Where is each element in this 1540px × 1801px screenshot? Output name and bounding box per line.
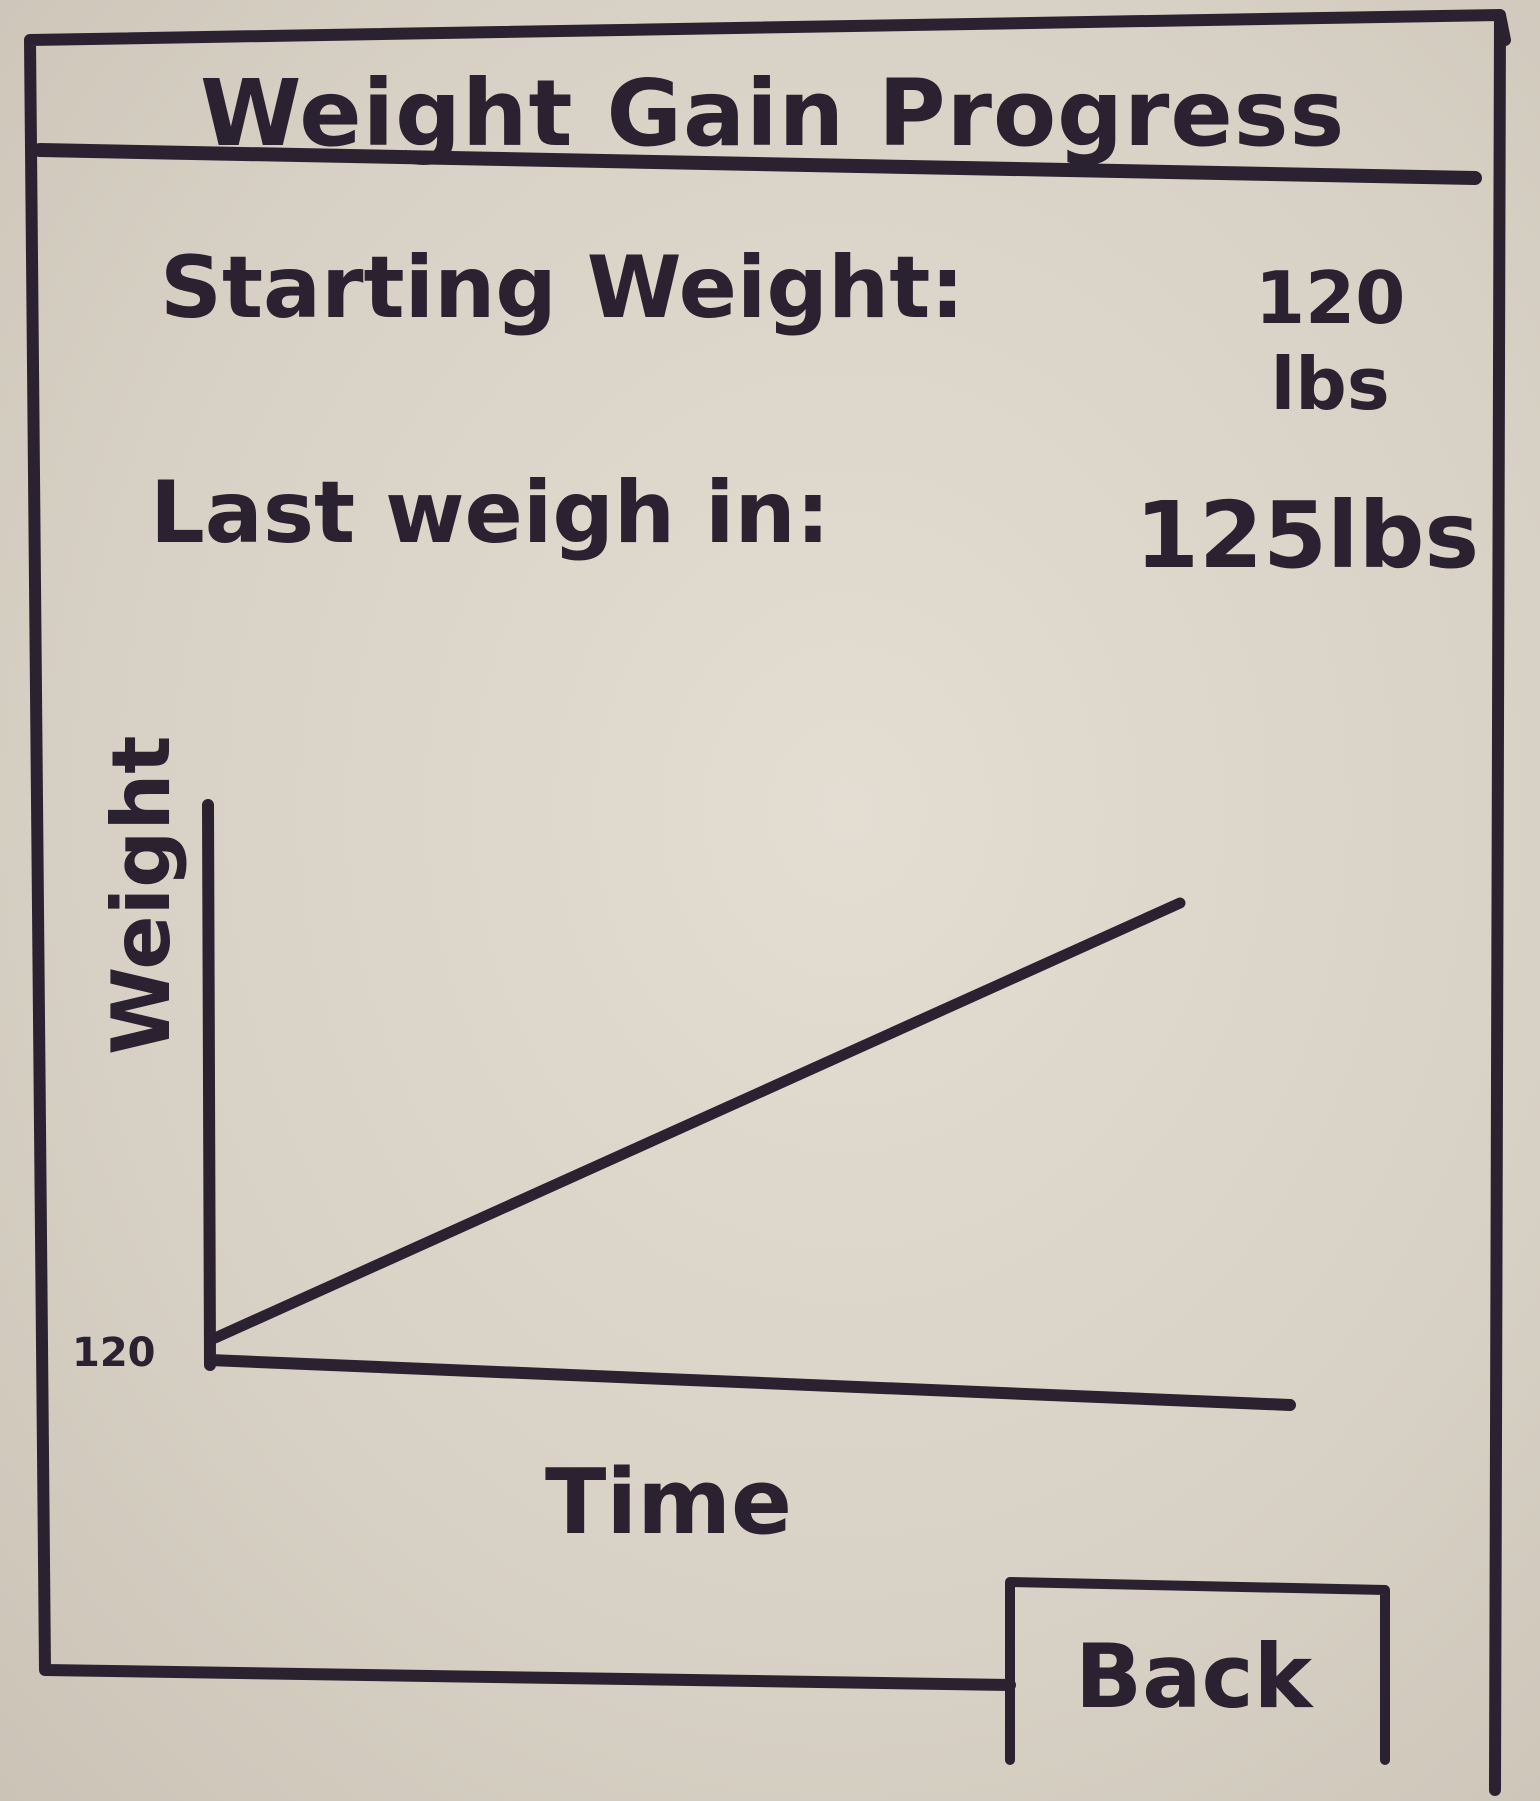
y-axis-label: Weight: [95, 735, 188, 1055]
y-tick-label: 120: [72, 1330, 156, 1376]
phone-frame: [24, 9, 1511, 1796]
series-line-weight: [209, 897, 1186, 1344]
page-title: Weight Gain Progress: [200, 60, 1346, 167]
last-weigh-in-value: 125lbs: [1135, 482, 1480, 589]
last-weigh-in-label: Last weigh in:: [150, 463, 831, 563]
back-button-label: Back: [1075, 1625, 1313, 1728]
x-axis: [204, 1354, 1296, 1411]
y-axis: [202, 799, 216, 1371]
back-button-border: [1005, 1577, 1390, 1765]
back-button[interactable]: Back: [1010, 1580, 1390, 1760]
x-axis-label: Time: [545, 1450, 793, 1555]
starting-weight-unit: lbs: [1270, 342, 1390, 427]
header-divider: [33, 143, 1482, 185]
starting-weight-number: 120: [1255, 256, 1406, 340]
starting-weight-value: 120 lbs: [1255, 255, 1405, 428]
starting-weight-label: Starting Weight:: [160, 238, 965, 338]
